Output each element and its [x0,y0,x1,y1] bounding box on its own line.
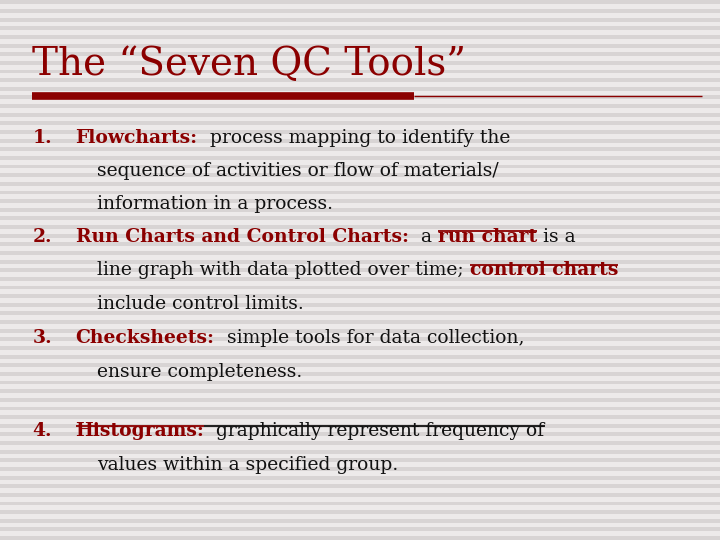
Bar [0,338,720,341]
Bar [0,510,720,514]
Text: 3.: 3. [32,329,52,347]
Bar [0,191,720,194]
Bar [0,35,720,39]
Bar [0,242,720,246]
Bar [0,407,720,410]
Bar [0,424,720,428]
Bar [0,467,720,471]
Bar [0,122,720,125]
Bar [0,389,720,393]
Bar [0,260,720,264]
Bar [0,217,720,220]
Bar [0,286,720,289]
Bar [0,61,720,65]
Bar [0,493,720,497]
Text: 2.: 2. [32,228,52,246]
Bar [0,329,720,333]
Text: values within a specified group.: values within a specified group. [97,456,398,474]
Text: sequence of activities or flow of materials/: sequence of activities or flow of materi… [97,162,499,180]
Bar [0,208,720,212]
Bar [0,484,720,488]
Text: a: a [409,228,438,246]
Bar [0,139,720,143]
Bar [0,147,720,151]
Text: 4.: 4. [32,422,52,440]
Text: run chart: run chart [438,228,537,246]
Text: control charts: control charts [470,261,618,279]
Bar [0,433,720,436]
Bar [0,268,720,272]
Bar [0,26,720,30]
Text: Histograms:: Histograms: [76,422,204,440]
Text: 1.: 1. [32,129,52,146]
Bar [0,78,720,82]
Bar [0,130,720,134]
Text: graphically represent frequency of: graphically represent frequency of [204,422,544,440]
Bar [0,234,720,238]
Text: Checksheets:: Checksheets: [76,329,215,347]
Text: The “Seven QC Tools”: The “Seven QC Tools” [32,46,467,83]
Bar [0,381,720,384]
Bar [0,476,720,480]
Bar [0,450,720,454]
Bar [0,277,720,281]
Bar [0,87,720,91]
Bar [0,458,720,462]
Bar [0,536,720,540]
Text: is a: is a [537,228,575,246]
Bar [0,303,720,307]
Bar [0,225,720,229]
Bar [0,156,720,160]
Text: ensure completeness.: ensure completeness. [97,363,302,381]
Bar [0,199,720,203]
Text: line graph with data plotted over time;: line graph with data plotted over time; [97,261,470,279]
Bar [0,398,720,402]
Bar [0,528,720,531]
Bar [0,312,720,315]
Bar [0,44,720,48]
Bar [0,502,720,505]
Text: Run Charts and Control Charts:: Run Charts and Control Charts: [76,228,409,246]
Bar [0,363,720,367]
Bar [0,52,720,56]
Bar [0,18,720,22]
Bar [0,251,720,255]
Bar [0,96,720,99]
Bar [0,165,720,168]
Bar [0,355,720,359]
Bar [0,113,720,117]
Text: information in a process.: information in a process. [97,195,333,213]
Bar [0,9,720,13]
Bar [0,70,720,73]
Text: simple tools for data collection,: simple tools for data collection, [215,329,524,347]
Text: process mapping to identify the: process mapping to identify the [198,129,510,146]
Bar [0,1,720,4]
Bar [0,372,720,376]
Bar [0,294,720,298]
Bar [0,173,720,177]
Bar [0,415,720,419]
Bar [0,346,720,350]
Bar [0,441,720,445]
Bar [0,320,720,324]
Text: include control limits.: include control limits. [97,295,304,313]
Bar [0,104,720,108]
Bar [0,182,720,186]
Text: Flowcharts:: Flowcharts: [76,129,198,146]
Bar [0,519,720,523]
